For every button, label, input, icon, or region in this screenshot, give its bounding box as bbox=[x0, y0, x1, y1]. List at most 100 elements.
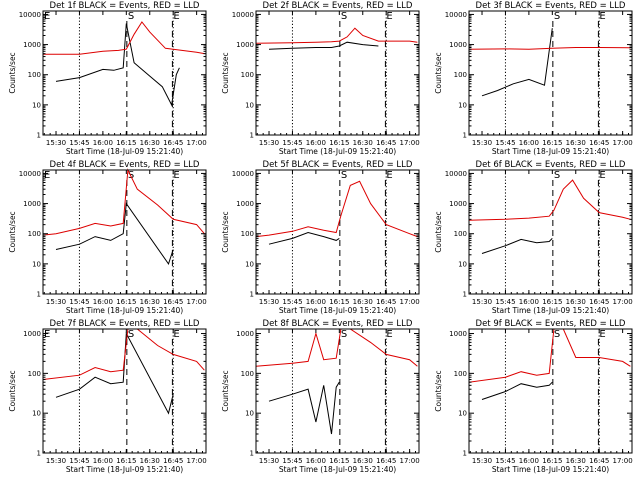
plot-frame bbox=[255, 169, 420, 295]
series-line-events bbox=[268, 41, 379, 50]
chart-title: Det 7f BLACK = Events, RED = LLD bbox=[50, 319, 200, 329]
chart-title: Det 3f BLACK = Events, RED = LLD bbox=[476, 1, 626, 11]
x-axis-label: Start Time (18-Jul-09 15:21:40) bbox=[492, 465, 609, 474]
series-line-events bbox=[481, 381, 553, 400]
y-axis-label: Counts/sec bbox=[434, 211, 443, 252]
y-tick-label: 100 bbox=[241, 71, 254, 79]
interval-marker-label: E bbox=[599, 329, 605, 340]
series-line-lld bbox=[43, 21, 205, 55]
plot-frame bbox=[255, 10, 420, 136]
y-tick-label: 1 bbox=[37, 291, 41, 299]
x-tick-label: 15:30 bbox=[259, 457, 279, 465]
series-line-lld bbox=[468, 47, 631, 50]
x-tick-label: 17:00 bbox=[187, 298, 207, 306]
x-tick-label: 15:30 bbox=[46, 457, 66, 465]
interval-marker-label: E bbox=[386, 170, 392, 181]
x-tick-label: 16:30 bbox=[566, 457, 586, 465]
chart-title: Det 6f BLACK = Events, RED = LLD bbox=[476, 160, 626, 170]
x-tick-label: 16:00 bbox=[519, 457, 539, 465]
x-tick-label: 16:45 bbox=[163, 298, 183, 306]
y-tick-label: 10 bbox=[245, 410, 254, 418]
interval-marker-label: S bbox=[128, 329, 134, 340]
x-tick-label: 17:00 bbox=[187, 139, 207, 147]
y-tick-label: 10 bbox=[458, 101, 467, 109]
y-tick-label: 10 bbox=[32, 260, 41, 268]
x-axis-label: Start Time (18-Jul-09 15:21:40) bbox=[66, 147, 183, 156]
x-tick-label: 16:15 bbox=[542, 298, 562, 306]
interval-marker-label: S bbox=[341, 329, 347, 340]
y-tick-label: 1 bbox=[250, 450, 254, 458]
x-tick-label: 16:00 bbox=[93, 139, 113, 147]
plot-frame bbox=[42, 169, 207, 295]
chart-title: Det 1f BLACK = Events, RED = LLD bbox=[50, 1, 200, 11]
y-tick-label: 100 bbox=[241, 230, 254, 238]
x-tick-label: 17:00 bbox=[187, 457, 207, 465]
x-tick-label: 15:45 bbox=[69, 139, 89, 147]
y-tick-label: 1000 bbox=[23, 41, 41, 49]
x-tick-label: 15:30 bbox=[46, 298, 66, 306]
chart-title: Det 9f BLACK = Events, RED = LLD bbox=[476, 319, 626, 329]
x-tick-label: 16:45 bbox=[589, 298, 609, 306]
series-line-events bbox=[481, 28, 553, 97]
plot-frame bbox=[468, 328, 633, 454]
x-tick-label: 16:30 bbox=[140, 298, 160, 306]
series-line-lld bbox=[42, 168, 205, 236]
x-tick-label: 16:15 bbox=[116, 298, 136, 306]
x-tick-label: 17:00 bbox=[613, 457, 633, 465]
interval-marker-label: E bbox=[44, 11, 50, 22]
x-tick-label: 16:45 bbox=[376, 298, 396, 306]
x-tick-label: 16:45 bbox=[376, 457, 396, 465]
series-line-lld bbox=[255, 328, 418, 367]
x-tick-label: 16:45 bbox=[376, 139, 396, 147]
y-axis-label: Counts/sec bbox=[434, 370, 443, 411]
plot-frame bbox=[42, 328, 207, 454]
interval-marker-label: E bbox=[173, 170, 179, 181]
x-tick-label: 15:45 bbox=[69, 298, 89, 306]
y-tick-label: 10000 bbox=[232, 11, 254, 19]
x-axis-label: Start Time (18-Jul-09 15:21:40) bbox=[66, 465, 183, 474]
y-tick-label: 100 bbox=[454, 230, 467, 238]
y-tick-label: 10000 bbox=[445, 11, 467, 19]
y-tick-label: 100 bbox=[241, 370, 254, 378]
x-tick-label: 16:30 bbox=[353, 139, 373, 147]
y-tick-label: 1 bbox=[463, 291, 467, 299]
x-tick-label: 15:30 bbox=[259, 298, 279, 306]
y-tick-label: 1 bbox=[463, 450, 467, 458]
interval-marker-label: S bbox=[128, 11, 134, 22]
y-tick-label: 1000 bbox=[236, 41, 254, 49]
x-tick-label: 16:00 bbox=[519, 298, 539, 306]
x-tick-label: 16:30 bbox=[566, 139, 586, 147]
y-tick-label: 100 bbox=[28, 71, 41, 79]
series-line-lld bbox=[468, 179, 631, 221]
y-tick-label: 1000 bbox=[236, 200, 254, 208]
x-tick-label: 15:45 bbox=[495, 139, 515, 147]
x-tick-label: 15:45 bbox=[282, 139, 302, 147]
x-tick-label: 16:15 bbox=[329, 139, 349, 147]
interval-marker-label: S bbox=[554, 170, 560, 181]
y-tick-label: 10 bbox=[32, 101, 41, 109]
y-axis-label: Counts/sec bbox=[8, 52, 17, 93]
y-tick-label: 100 bbox=[28, 370, 41, 378]
x-axis-label: Start Time (18-Jul-09 15:21:40) bbox=[279, 147, 396, 156]
x-tick-label: 16:15 bbox=[116, 457, 136, 465]
x-tick-label: 16:45 bbox=[589, 457, 609, 465]
x-tick-label: 16:00 bbox=[93, 457, 113, 465]
x-tick-label: 15:30 bbox=[259, 139, 279, 147]
series-line-events bbox=[268, 381, 340, 435]
series-line-lld bbox=[255, 180, 418, 238]
y-tick-label: 10000 bbox=[19, 170, 41, 178]
y-tick-label: 10 bbox=[458, 260, 467, 268]
x-tick-label: 16:00 bbox=[306, 139, 326, 147]
x-tick-label: 15:45 bbox=[495, 298, 515, 306]
series-line-lld bbox=[255, 27, 418, 44]
y-tick-label: 1000 bbox=[449, 200, 467, 208]
y-tick-label: 1000 bbox=[236, 330, 254, 338]
